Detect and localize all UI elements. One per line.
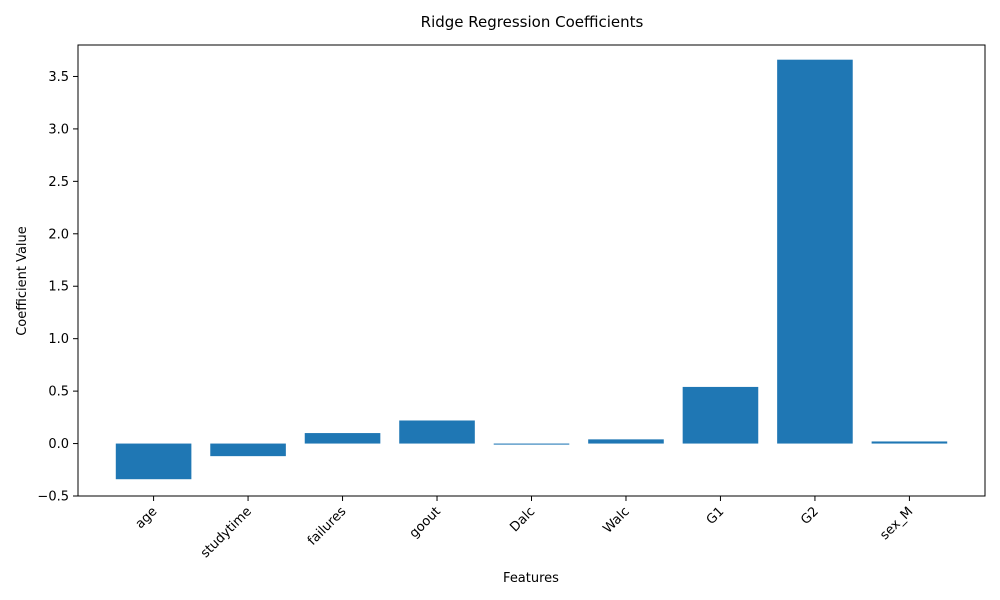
y-tick-label: −0.5 bbox=[37, 490, 69, 505]
y-tick-label: 2.5 bbox=[48, 175, 69, 190]
bar-G2 bbox=[777, 59, 853, 444]
y-tick-label: 0.5 bbox=[48, 385, 69, 400]
bar-goout bbox=[399, 420, 475, 444]
bar-failures bbox=[304, 433, 381, 444]
plot-frame bbox=[77, 44, 986, 497]
chart-title: Ridge Regression Coefficients bbox=[421, 13, 644, 31]
bar-age bbox=[115, 443, 192, 480]
x-tick-label: Dalc bbox=[507, 504, 538, 535]
y-tick-label: 3.5 bbox=[48, 70, 69, 85]
bar-sex_M bbox=[871, 441, 948, 444]
x-tick-label: failures bbox=[305, 504, 350, 549]
y-tick-label: 1.5 bbox=[48, 280, 69, 295]
x-axis-label: Features bbox=[503, 571, 559, 586]
bars-layer bbox=[115, 59, 948, 480]
y-tick-label: 2.0 bbox=[48, 227, 69, 242]
bar-G1 bbox=[682, 386, 759, 444]
y-tick-label: 1.0 bbox=[48, 332, 69, 347]
x-tick-label: goout bbox=[407, 504, 444, 541]
x-tick-label: Walc bbox=[600, 504, 632, 536]
bar-Dalc bbox=[493, 443, 570, 445]
y-tick-label: 0.0 bbox=[48, 437, 69, 452]
x-tick-label: G2 bbox=[798, 504, 822, 528]
x-tick-label: studytime bbox=[198, 504, 255, 561]
x-tick-label: age bbox=[133, 504, 161, 532]
y-axis-label: Coefficient Value bbox=[15, 226, 30, 336]
bar-studytime bbox=[210, 443, 286, 457]
y-axis-ticks: −0.5 0.0 0.5 1.0 1.5 2.0 2.5 3.0 3.5 bbox=[37, 70, 78, 505]
x-tick-label: sex_M bbox=[877, 504, 916, 543]
x-axis-ticks: age studytime failures goout Dalc Walc G1 G2 sex… bbox=[133, 496, 916, 561]
x-tick-label: G1 bbox=[704, 504, 728, 528]
bar-Walc bbox=[588, 439, 664, 444]
y-tick-label: 3.0 bbox=[48, 122, 69, 137]
